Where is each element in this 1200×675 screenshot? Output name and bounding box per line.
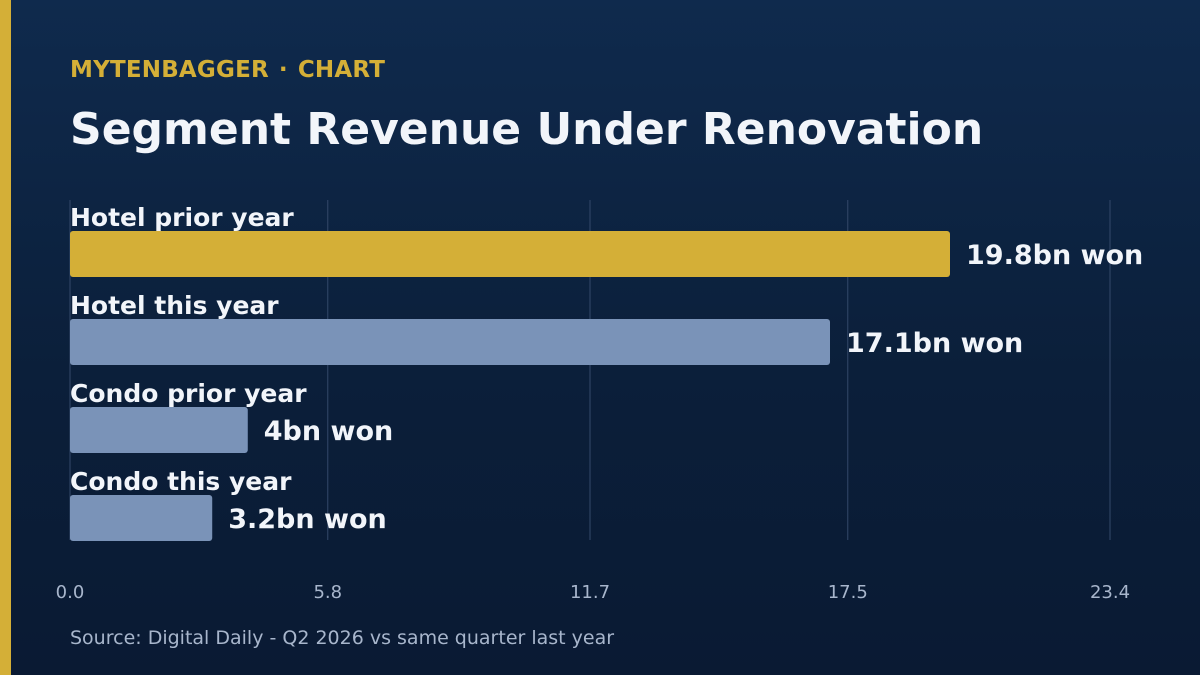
category-label-2: Condo prior year <box>70 379 307 408</box>
tick-label-4: 23.4 <box>1090 582 1130 603</box>
value-label-0: 19.8bn won <box>966 240 1143 271</box>
kicker-separator: · <box>278 57 288 83</box>
kicker: MYTENBAGGER · CHART <box>70 57 385 83</box>
bar-1 <box>70 319 830 365</box>
tick-label-2: 11.7 <box>570 582 610 603</box>
section-label: CHART <box>297 57 386 83</box>
bar-0 <box>70 231 950 277</box>
accent-bar <box>0 0 11 675</box>
tick-label-3: 17.5 <box>828 582 868 603</box>
category-label-1: Hotel this year <box>70 291 279 320</box>
value-label-2: 4bn won <box>264 416 393 447</box>
value-label-3: 3.2bn won <box>228 504 387 535</box>
chart-title: Segment Revenue Under Renovation <box>70 104 984 155</box>
bar-3 <box>70 495 213 541</box>
bar-2 <box>70 407 248 453</box>
value-label-1: 17.1bn won <box>846 328 1023 359</box>
source-note: Source: Digital Daily - Q2 2026 vs same … <box>70 627 615 649</box>
tick-label-0: 0.0 <box>56 582 85 603</box>
category-label-0: Hotel prior year <box>70 203 294 232</box>
tick-label-1: 5.8 <box>313 582 342 603</box>
brand-label: MYTENBAGGER <box>70 57 269 83</box>
category-label-3: Condo this year <box>70 467 292 496</box>
